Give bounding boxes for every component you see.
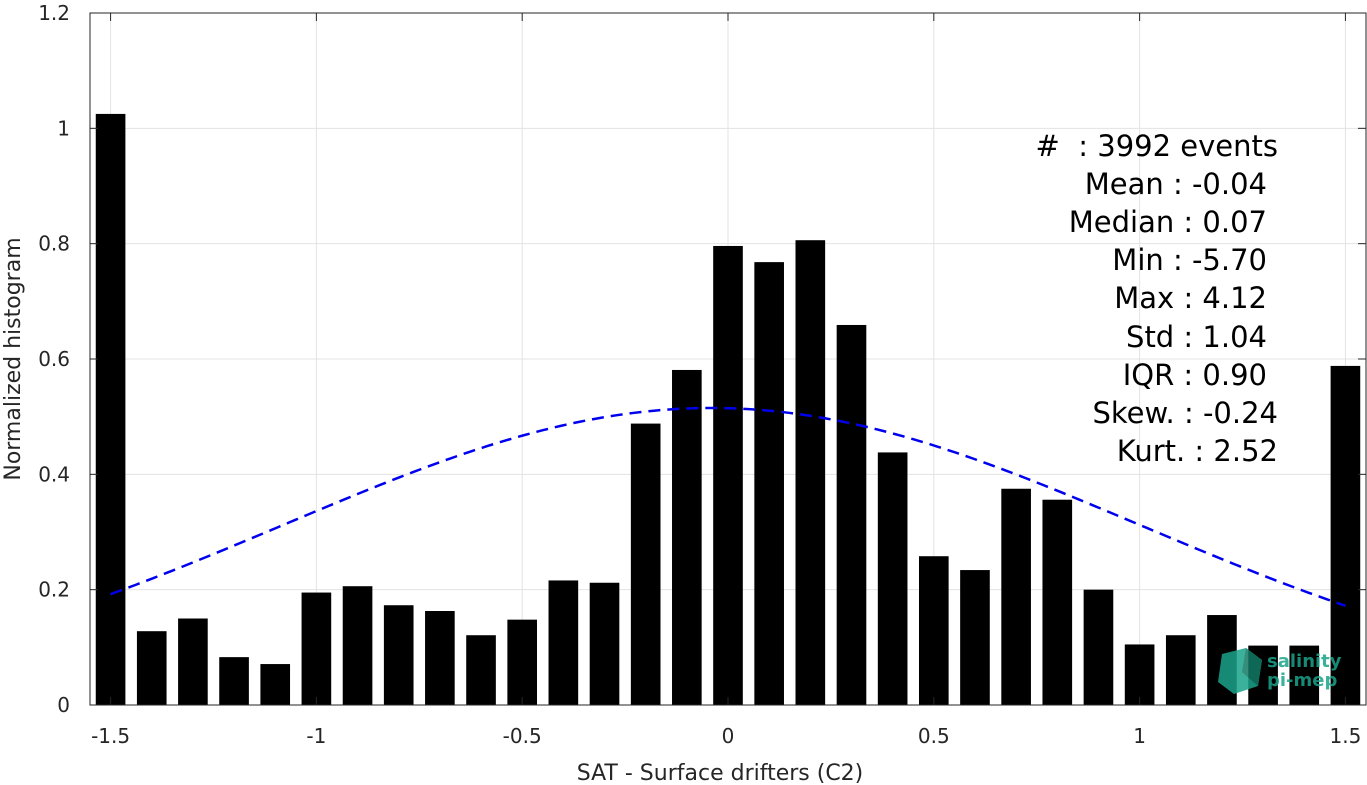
histogram-bar xyxy=(960,570,990,705)
histogram-bar xyxy=(219,657,249,705)
logo-cube-shade xyxy=(1242,648,1262,686)
histogram-bar xyxy=(383,605,414,705)
histogram-bar xyxy=(1124,644,1155,705)
histogram-bar xyxy=(630,423,661,705)
histogram-bar xyxy=(795,240,826,705)
histogram-bar xyxy=(877,452,908,705)
histogram-bar xyxy=(1289,645,1320,705)
x-tick-label: 1 xyxy=(1133,724,1146,748)
histogram-bar xyxy=(95,113,126,705)
x-tick-label: 0.5 xyxy=(918,724,950,748)
y-tick-label: 0.6 xyxy=(38,347,70,371)
histogram-bar xyxy=(425,611,455,705)
histogram-bar xyxy=(1042,499,1073,705)
stat-skew: Skew. : -0.24 xyxy=(1092,396,1278,430)
histogram-bar xyxy=(507,619,538,705)
x-axis-label: SAT - Surface drifters (C2) xyxy=(577,761,864,785)
histogram-bars xyxy=(95,113,1361,705)
histogram-bar xyxy=(754,262,784,705)
logo-line2: pi-mep xyxy=(1267,670,1337,691)
x-tick-label: 0 xyxy=(722,724,735,748)
y-axis-label: Normalized histogram xyxy=(1,237,26,480)
histogram-bar xyxy=(548,580,579,705)
histogram-bar xyxy=(713,245,743,705)
histogram-bar xyxy=(672,369,702,705)
histogram-bar xyxy=(1001,488,1031,705)
histogram-bar xyxy=(342,586,373,705)
histogram-bar xyxy=(260,664,291,705)
stat-mean: Mean : -0.04 xyxy=(1085,167,1267,201)
salinity-pimep-logo: salinity pi-mep xyxy=(1218,648,1342,694)
x-tick-label: 1.5 xyxy=(1330,724,1362,748)
x-tick-label: -1.5 xyxy=(91,724,130,748)
stat-median: Median : 0.07 xyxy=(1069,205,1267,239)
stats-annotation: # : 3992 events Mean : -0.04 Median : 0.… xyxy=(1036,129,1278,468)
y-tick-label: 1 xyxy=(57,116,70,140)
stat-min: Min : -5.70 xyxy=(1112,243,1267,277)
histogram-bar xyxy=(301,592,332,705)
y-tick-label: 1.2 xyxy=(38,1,70,25)
histogram-bar xyxy=(466,635,496,705)
stat-iqr: IQR : 0.90 xyxy=(1123,358,1267,392)
logo-line1: salinity xyxy=(1267,651,1342,672)
histogram-bar xyxy=(1165,635,1196,705)
y-tick-label: 0.8 xyxy=(38,232,70,256)
gaussian-fit-curve xyxy=(110,406,1346,607)
histogram-bar xyxy=(918,556,949,705)
stat-std: Std : 1.04 xyxy=(1126,320,1267,354)
histogram-bar xyxy=(1330,365,1361,705)
axis-ticks: -1.5 -1 -0.5 0 0.5 1 1.5 0 0.2 0.4 0.6 0.8 1 1.2 xyxy=(38,1,1366,748)
histogram-bar xyxy=(836,324,867,705)
y-tick-label: 0.4 xyxy=(38,462,70,486)
x-tick-label: -0.5 xyxy=(503,724,542,748)
histogram-bar xyxy=(178,618,208,705)
stat-events: # : 3992 events xyxy=(1036,129,1278,163)
histogram-bar xyxy=(589,582,620,705)
histogram-bar xyxy=(1083,589,1114,705)
stat-max: Max : 4.12 xyxy=(1114,281,1267,315)
y-tick-label: 0.2 xyxy=(38,578,70,602)
histogram-bar xyxy=(136,631,167,705)
stat-kurt: Kurt. : 2.52 xyxy=(1117,434,1278,468)
y-tick-label: 0 xyxy=(57,693,70,717)
x-tick-label: -1 xyxy=(306,724,326,748)
